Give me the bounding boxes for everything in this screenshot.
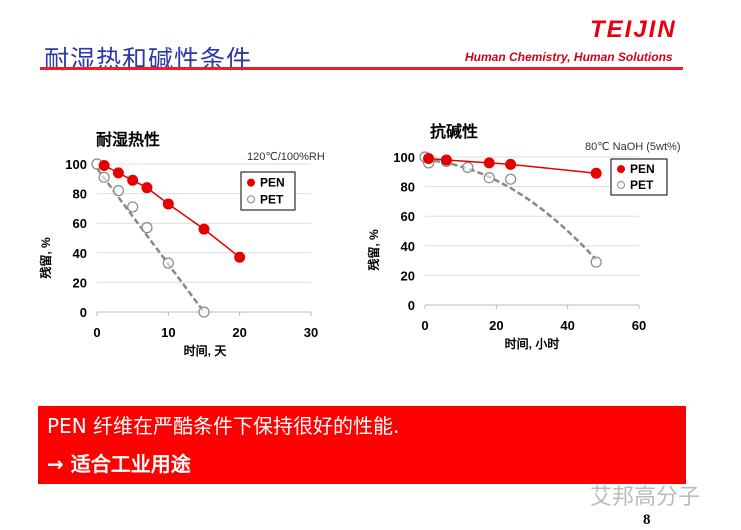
y-tick-label: 60 [401,209,415,224]
pen-data-point [98,159,110,171]
x-tick-label: 20 [489,318,503,333]
legend-box [240,171,296,211]
y-tick-label: 40 [73,246,87,261]
x-tick-label: 10 [161,325,175,340]
x-tick-label: 0 [93,325,100,340]
page-number: 8 [643,512,651,528]
pet-data-point [141,222,153,234]
pen-data-point [234,251,246,263]
legend-pen-marker [247,178,255,187]
pet-data-point [162,257,174,269]
chart-humidity-resistance: 耐湿热性 120℃/100%RH 0 20 40 60 80 100 0 10 20 30 时间, 天 残… [38,130,325,358]
x-tick-label: 60 [632,318,646,333]
x-axis-label: 时间, 小时 [505,336,560,351]
y-tick-label: 40 [401,239,415,254]
x-tick-label: 20 [232,325,246,340]
y-tick-label: 80 [401,180,415,195]
title-underline [40,67,683,70]
x-tick-label: 40 [560,318,574,333]
pet-data-point [112,185,125,197]
pen-data-point [505,158,517,170]
tagline: Human Chemistry, Human Solutions [465,50,673,64]
pen-data-point [198,223,210,235]
conclusion-banner: PEN 纤维在严酷条件下保持很好的性能. → 适合工业用途 [38,406,686,484]
y-axis-label: 残留, % [366,229,381,271]
chart-alkali-resistance: 抗碱性 80℃ NaOH (5wt%) 0 20 40 60 80 100 0 20 40 60 时间,… [366,122,681,351]
legend-pet-label: PET [630,178,654,192]
chart-title: 耐湿热性 [96,130,160,149]
conclusion-line-1: PEN 纤维在严酷条件下保持很好的性能. [47,414,400,438]
y-tick-label: 100 [393,150,415,165]
chart-title: 抗碱性 [430,122,478,141]
pen-line [103,164,241,258]
pen-data-point [440,154,452,166]
pen-data-point [590,167,602,179]
legend-pen-marker [617,165,625,174]
pen-data-point [162,198,174,210]
pet-trend-line [424,158,598,261]
pen-data-point [141,182,153,194]
legend-box [610,158,668,196]
legend-pen-label: PEN [260,176,285,190]
y-axis-label: 残留, % [38,237,53,279]
legend-pet-marker [617,180,625,189]
legend-pet-label: PET [260,192,284,206]
x-tick-label: 0 [421,318,428,333]
legend-pen-label: PEN [630,162,655,176]
y-tick-label: 100 [65,157,87,172]
pet-data-point [98,171,110,183]
pet-data-point [590,256,602,268]
x-axis-label: 时间, 天 [184,343,228,358]
pen-data-point [127,174,139,186]
charts: 耐湿热性 120℃/100%RH 0 20 40 60 80 100 0 10 20 30 时间, 天 残… [38,122,681,358]
pet-data-point [483,172,495,184]
y-tick-label: 0 [408,298,415,313]
chart-condition: 80℃ NaOH (5wt%) [585,141,681,153]
y-tick-label: 20 [401,268,415,283]
watermark: 艾邦高分子 [590,485,701,510]
y-tick-label: 80 [73,187,87,202]
teijin-logo: TEIJIN [590,16,677,43]
x-tick-label: 30 [304,325,318,340]
conclusion-line-2: → 适合工业用途 [47,452,191,476]
pet-data-point [198,306,210,318]
pen-data-point [112,167,124,179]
y-tick-label: 20 [73,275,87,290]
y-tick-label: 60 [73,216,87,231]
pen-data-point [423,152,435,164]
y-tick-label: 0 [80,305,87,320]
pet-data-point [462,161,474,173]
pet-data-point [505,173,517,185]
pen-data-point [483,157,495,169]
legend-pet-marker [247,195,255,204]
chart-condition: 120℃/100%RH [247,151,325,163]
pet-data-point [127,201,139,213]
